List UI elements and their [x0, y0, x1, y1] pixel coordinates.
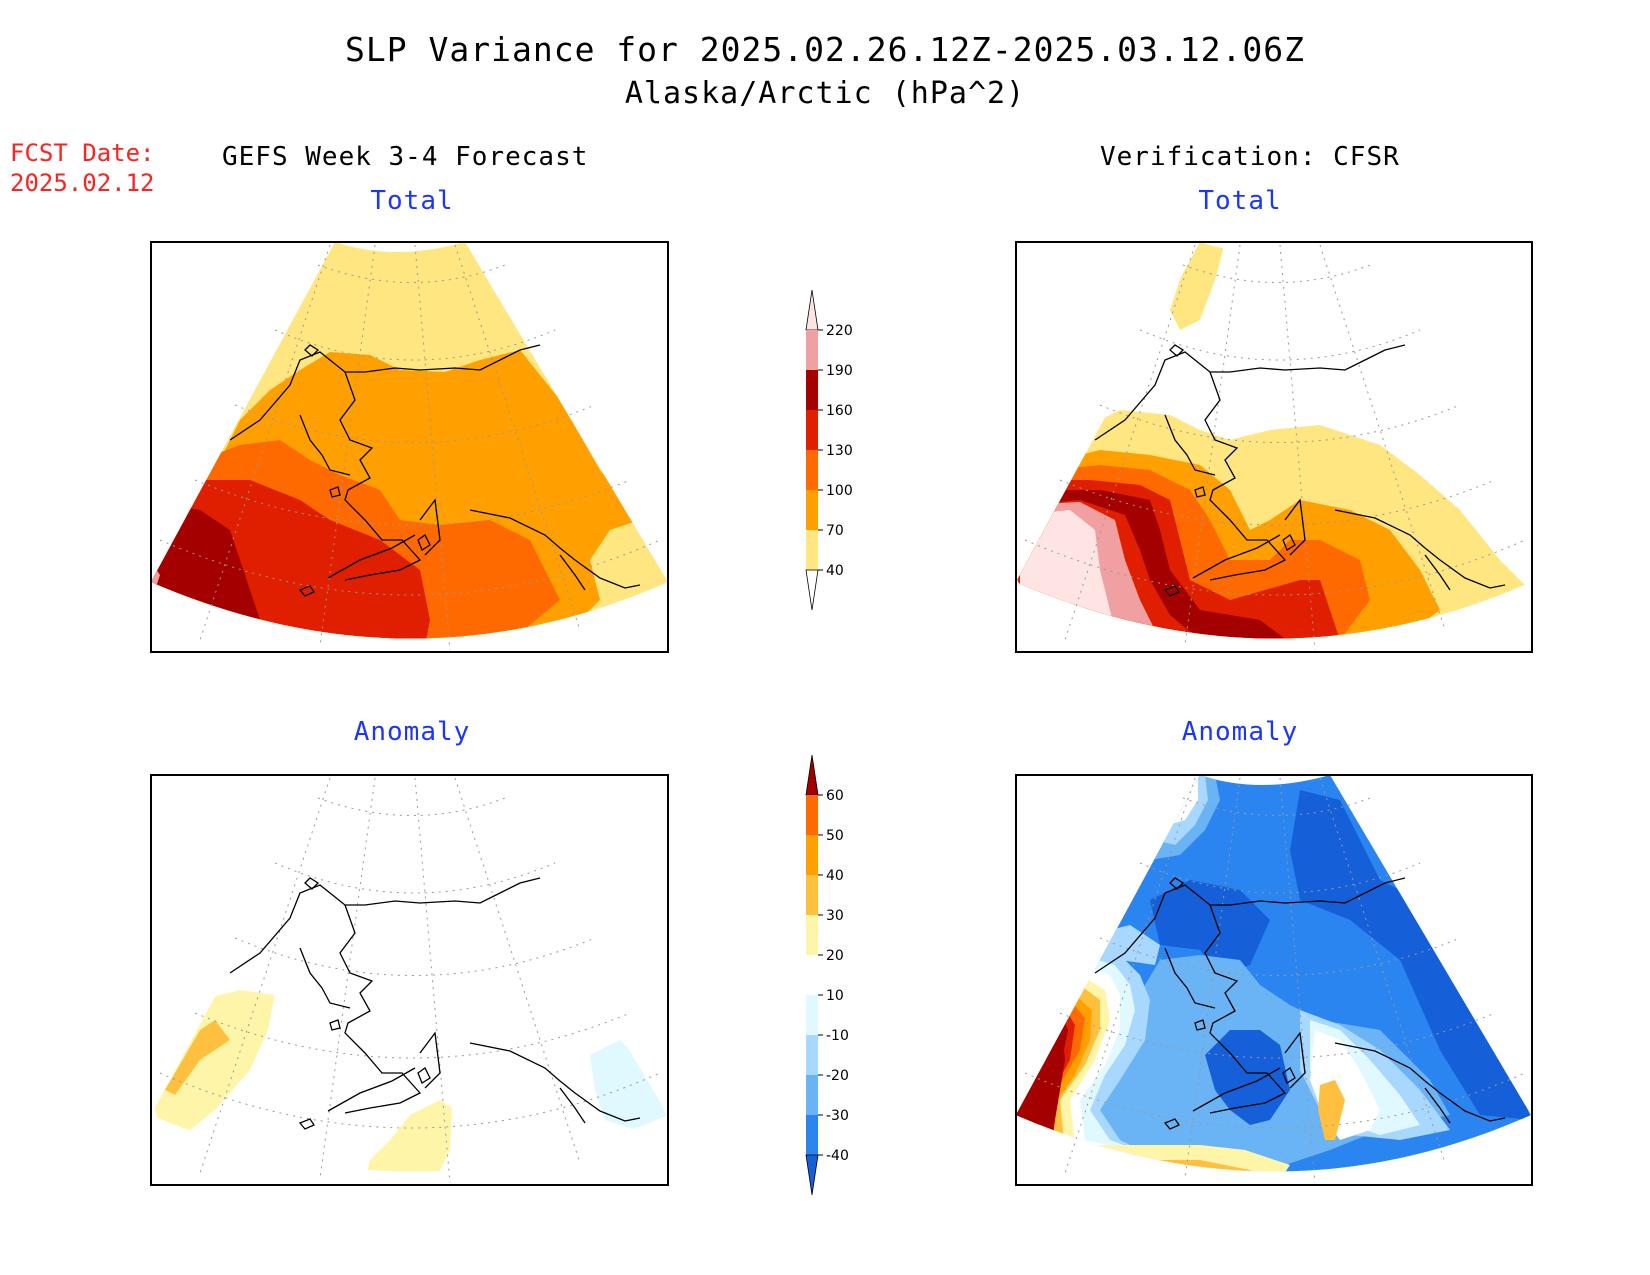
anomaly-colorbar-top-tip — [805, 754, 819, 796]
fcst-date-label: FCST Date: — [10, 139, 155, 167]
total-colorbar-segment — [806, 490, 818, 530]
total-colorbar-segment — [806, 450, 818, 490]
forecast-anomaly-map — [150, 774, 669, 1186]
total-colorbar-bottom-tip — [805, 569, 819, 611]
anomaly-colorbar-label: 50 — [826, 828, 844, 844]
forecast-anomaly-title: Anomaly — [353, 717, 471, 747]
anomaly-colorbar-segment — [806, 1115, 818, 1155]
anomaly-colorbar-label: -40 — [826, 1148, 849, 1164]
total-colorbar-top-tip — [805, 289, 819, 331]
total-colorbar-label: 70 — [826, 523, 844, 539]
anomaly-colorbar: -40 -30 -20 -10 10 20 30 40 50 60 — [805, 754, 849, 1196]
fcst-date: FCST Date: 2025.02.12 — [10, 138, 155, 198]
anomaly-colorbar-segment — [806, 795, 818, 835]
anomaly-colorbar-label: 30 — [826, 908, 844, 924]
total-colorbar-label: 160 — [826, 403, 853, 419]
total-colorbar-label: 40 — [826, 563, 844, 579]
total-colorbar-label: 100 — [826, 483, 853, 499]
forecast-total-map — [150, 241, 669, 653]
anomaly-colorbar-segment — [806, 955, 818, 995]
verification-anomaly-map — [1015, 774, 1533, 1186]
anomaly-colorbar-bottom-tip — [805, 1154, 819, 1196]
verification-total-map — [1015, 241, 1533, 653]
total-colorbar-segment — [806, 330, 818, 370]
anomaly-colorbar-label: 10 — [826, 988, 844, 1004]
total-colorbar-label: 220 — [826, 323, 853, 339]
anomaly-colorbar-label: 60 — [826, 788, 844, 804]
total-colorbar-segment — [806, 530, 818, 570]
anomaly-colorbar-label: -10 — [826, 1028, 849, 1044]
total-colorbar-segment — [806, 410, 818, 450]
anomaly-colorbar-label: -30 — [826, 1108, 849, 1124]
verification-total-title: Total — [1198, 186, 1282, 216]
anomaly-colorbar-segment — [806, 915, 818, 955]
anomaly-colorbar-segment — [806, 835, 818, 875]
total-colorbar-segment — [806, 370, 818, 410]
anomaly-colorbar-segment — [806, 1075, 818, 1115]
anomaly-colorbar-segment — [806, 995, 818, 1035]
anomaly-colorbar-segment — [806, 875, 818, 915]
forecast-column-heading: GEFS Week 3-4 Forecast — [222, 142, 589, 172]
anomaly-colorbar-label: 20 — [826, 948, 844, 964]
anomaly-colorbar-label: -20 — [826, 1068, 849, 1084]
fcst-date-value: 2025.02.12 — [10, 169, 155, 197]
forecast-total-title: Total — [370, 186, 454, 216]
anomaly-colorbar-label: 40 — [826, 868, 844, 884]
total-colorbar-label: 130 — [826, 443, 853, 459]
anomaly-colorbar-segment — [806, 1035, 818, 1075]
verification-anomaly-title: Anomaly — [1181, 717, 1299, 747]
total-colorbar: 40 70 100 130 160 190 220 — [805, 289, 853, 611]
verification-column-heading: Verification: CFSR — [1100, 142, 1400, 172]
main-title: SLP Variance for 2025.02.26.12Z-2025.03.… — [345, 30, 1305, 69]
main-subtitle: Alaska/Arctic (hPa^2) — [624, 76, 1026, 111]
total-colorbar-label: 190 — [826, 363, 853, 379]
